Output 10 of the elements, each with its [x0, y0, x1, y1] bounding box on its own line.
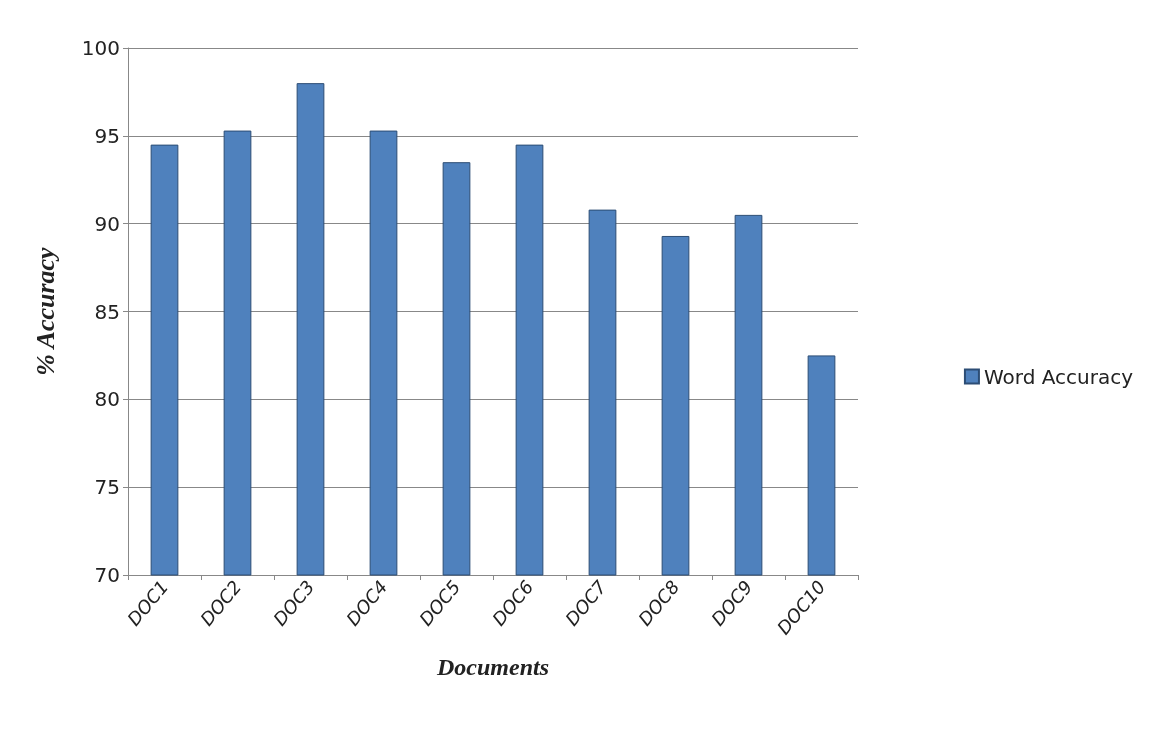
y-axis-title: % Accuracy [30, 246, 60, 376]
y-tick-label: 90 [94, 211, 120, 236]
y-tick-label: 70 [94, 563, 120, 587]
y-tick-label: 75 [94, 475, 120, 500]
legend-label: Word Accuracy [983, 364, 1134, 389]
y-tick-label: 80 [94, 387, 120, 412]
y-tick-label: 100 [81, 36, 120, 60]
x-axis-title: Documents [435, 654, 550, 680]
y-tick-label: 95 [94, 123, 120, 148]
y-tick-label: 85 [94, 299, 120, 324]
